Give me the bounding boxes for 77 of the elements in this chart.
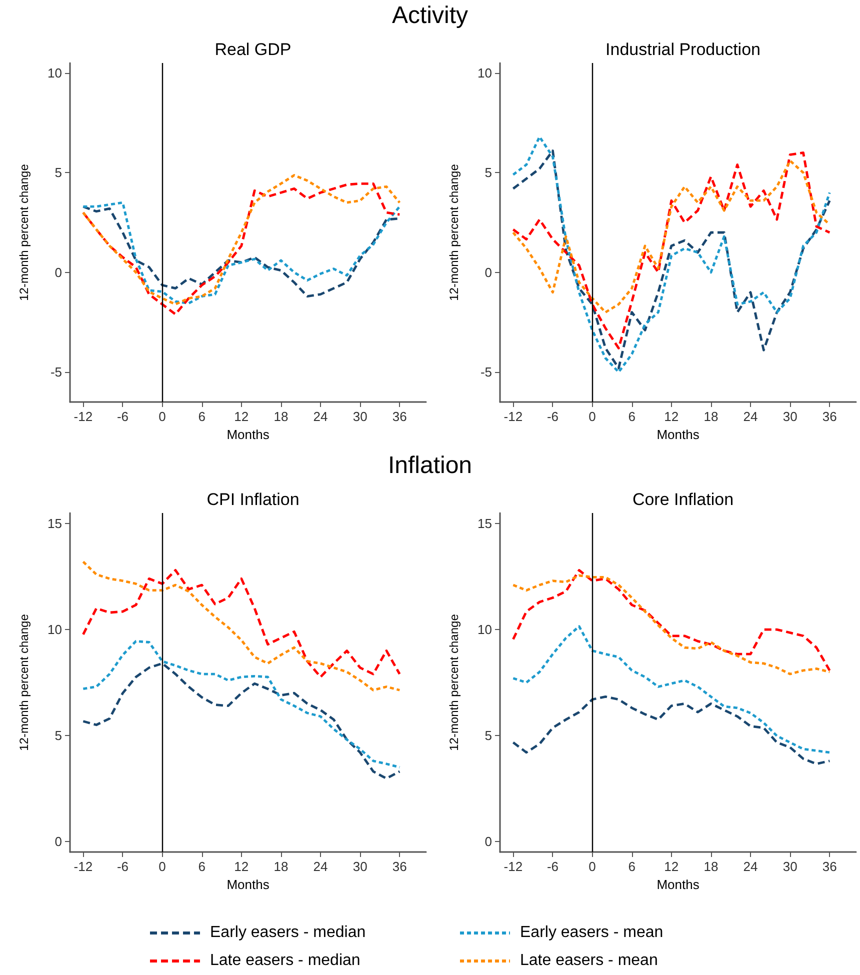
x-tick-label: 18 xyxy=(274,859,288,874)
x-tick-label: 0 xyxy=(588,409,596,424)
legend-label: Early easers - median xyxy=(210,924,366,942)
x-tick-label: 30 xyxy=(352,859,368,874)
x-tick-label: -12 xyxy=(74,409,93,424)
text: Inflation xyxy=(386,452,474,480)
line-series xyxy=(512,625,831,754)
y-axis-title: 12-month percent change xyxy=(447,614,461,751)
legend-label: Late easers - median xyxy=(210,952,360,970)
y-tick-label: 0 xyxy=(484,264,492,280)
x-tick-label: 36 xyxy=(822,409,837,424)
x-tick-label: 12 xyxy=(664,409,679,424)
y-tick-label: 10 xyxy=(478,65,492,80)
x-tick-label: -12 xyxy=(504,859,523,874)
x-axis-title: Months xyxy=(656,426,700,442)
x-tick-label: 0 xyxy=(158,409,166,424)
y-tick-label: 5 xyxy=(484,165,492,180)
line-series xyxy=(82,560,401,692)
y-axis-title: 12-month percent change xyxy=(447,164,461,301)
x-tick-label: 6 xyxy=(198,409,206,424)
chart-title: CPI Inflation xyxy=(206,490,300,509)
y-tick-label: 5 xyxy=(54,165,62,180)
y-tick-label: -5 xyxy=(50,364,62,380)
x-axis-title: Months xyxy=(226,876,270,892)
chart-title: Industrial Production xyxy=(606,40,760,59)
chart-title: Real GDP xyxy=(214,40,292,59)
line-series xyxy=(82,640,401,768)
x-tick-label: 36 xyxy=(392,409,407,424)
x-tick-label: 24 xyxy=(743,859,758,874)
legend-label: Late easers - mean xyxy=(520,952,658,970)
line-series xyxy=(512,695,831,766)
x-tick-label: 6 xyxy=(628,409,636,424)
y-tick-label: 10 xyxy=(478,622,492,638)
x-tick-label: 30 xyxy=(352,409,368,424)
text: Activity xyxy=(390,2,469,30)
x-axis-title: Months xyxy=(656,876,700,892)
chart-title: Core Inflation xyxy=(632,490,734,509)
x-tick-label: 12 xyxy=(664,859,679,874)
y-axis-title: 12-month percent change xyxy=(17,164,31,301)
x-tick-label: -6 xyxy=(546,859,559,874)
x-tick-label: 12 xyxy=(234,409,249,424)
x-tick-label: 6 xyxy=(198,859,206,874)
x-axis-title: Months xyxy=(226,426,270,442)
x-tick-label: -6 xyxy=(546,409,559,424)
y-tick-label: 0 xyxy=(54,834,62,849)
y-tick-label: -5 xyxy=(480,364,492,380)
line-series xyxy=(82,569,401,678)
x-tick-label: 6 xyxy=(628,859,636,874)
x-tick-label: 24 xyxy=(743,409,758,424)
x-tick-label: -12 xyxy=(74,859,93,874)
line-series xyxy=(512,160,831,314)
x-tick-label: 24 xyxy=(313,859,328,874)
y-tick-label: 0 xyxy=(484,834,492,849)
x-tick-label: 0 xyxy=(158,859,166,874)
y-tick-label: 5 xyxy=(484,728,492,743)
y-tick-label: 0 xyxy=(54,264,62,280)
x-tick-label: 30 xyxy=(782,409,798,424)
line-series xyxy=(82,662,401,780)
x-tick-label: 30 xyxy=(782,859,798,874)
x-tick-label: 24 xyxy=(313,409,328,424)
y-tick-label: 10 xyxy=(48,65,62,80)
y-tick-label: 15 xyxy=(48,516,62,532)
x-tick-label: 36 xyxy=(822,859,837,874)
x-tick-label: -12 xyxy=(504,409,523,424)
x-tick-label: -6 xyxy=(116,409,129,424)
x-tick-label: 18 xyxy=(704,409,718,424)
y-axis-title: 12-month percent change xyxy=(17,614,31,751)
x-tick-label: 36 xyxy=(392,859,407,874)
y-tick-label: 10 xyxy=(48,622,62,638)
y-tick-label: 5 xyxy=(54,728,62,743)
x-tick-label: 12 xyxy=(234,859,249,874)
x-tick-label: 18 xyxy=(274,409,288,424)
x-tick-label: 18 xyxy=(704,859,718,874)
legend-label: Early easers - mean xyxy=(520,924,664,942)
x-tick-label: 0 xyxy=(588,859,596,874)
x-tick-label: -6 xyxy=(116,859,129,874)
y-tick-label: 15 xyxy=(478,516,492,532)
